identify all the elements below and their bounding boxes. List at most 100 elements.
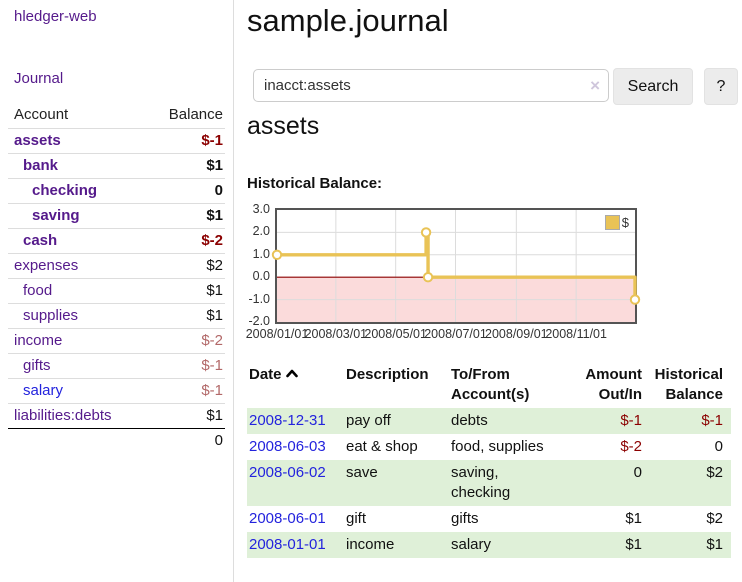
x-tick-label: 2008/07/01 (424, 327, 487, 341)
transaction-description: eat & shop (346, 438, 418, 455)
transaction-description: income (346, 536, 395, 553)
account-balance: $-1 (201, 357, 223, 374)
sort-up-icon (285, 369, 298, 378)
help-button[interactable]: ? (704, 68, 738, 105)
account-row: supplies $1 (8, 303, 225, 329)
account-balance: $1 (206, 282, 223, 299)
accounts-table-header: Account Balance (8, 100, 225, 129)
sidebar: hledger-web Journal Account Balance asse… (0, 0, 234, 582)
register-header-row: Date Description To/From Account(s) Amou… (247, 364, 731, 408)
register-row: 2008-12-31 pay off debts $-1 $-1 (247, 408, 731, 434)
transaction-amount: $1 (625, 510, 642, 527)
legend-label: $ (621, 215, 629, 230)
transaction-date-link[interactable]: 2008-12-31 (249, 412, 326, 429)
transaction-amount: $1 (625, 536, 642, 553)
account-row: salary $-1 (8, 378, 225, 404)
x-tick-label: 2008/01/01 (245, 327, 309, 341)
transaction-date-link[interactable]: 2008-06-01 (249, 510, 326, 527)
transaction-description: pay off (346, 412, 391, 429)
legend-swatch-icon (604, 215, 620, 230)
account-row: food $1 (8, 278, 225, 304)
transaction-balance: 0 (714, 438, 723, 455)
transaction-description: gift (346, 510, 367, 527)
y-tick-label: 1.0 (252, 246, 270, 261)
y-tick-label: 0.0 (252, 269, 270, 284)
account-row: bank $1 (8, 153, 225, 179)
accounts-header-account: Account (14, 106, 69, 123)
clear-search-icon[interactable]: × (590, 75, 600, 95)
account-link[interactable]: assets (14, 132, 61, 149)
account-link[interactable]: food (23, 282, 53, 299)
transaction-description: save (346, 464, 378, 481)
transaction-amount: $-2 (620, 438, 642, 455)
search-input[interactable] (253, 69, 609, 102)
account-balance: $1 (206, 157, 223, 174)
account-heading: assets (247, 112, 320, 140)
account-balance: $-1 (201, 132, 223, 149)
account-row: income $-2 (8, 328, 225, 354)
register-header-balance: Historical Balance (654, 366, 723, 403)
account-link[interactable]: checking (32, 182, 98, 199)
account-link[interactable]: cash (23, 232, 58, 249)
chart-canvas (271, 210, 641, 322)
historical-balance-label: Historical Balance: (247, 175, 383, 192)
accounts-total-row: 0 (8, 428, 225, 454)
register-table: Date Description To/From Account(s) Amou… (247, 364, 731, 558)
transaction-accounts: saving, checking (451, 464, 511, 501)
transaction-date-link[interactable]: 2008-01-01 (249, 536, 326, 553)
account-row: checking 0 (8, 178, 225, 204)
account-row: liabilities:debts $1 (8, 403, 225, 429)
account-link[interactable]: gifts (23, 357, 51, 374)
transaction-accounts: debts (451, 412, 488, 429)
transaction-accounts: food, supplies (451, 438, 544, 455)
transaction-accounts: salary (451, 536, 492, 553)
accounts-table: Account Balance assets $-1 bank $1 check… (8, 100, 225, 453)
account-balance: $1 (206, 207, 223, 224)
transaction-date-link[interactable]: 2008-06-03 (249, 438, 326, 455)
x-tick-label: 2008/09/01 (485, 327, 548, 341)
account-link[interactable]: income (14, 332, 63, 349)
y-tick-label: 2.0 (252, 224, 270, 239)
y-tick-label: -2.0 (248, 314, 270, 328)
register-header-date[interactable]: Date (247, 364, 344, 408)
account-link[interactable]: expenses (14, 257, 79, 274)
account-row: assets $-1 (8, 128, 225, 154)
account-balance: $-1 (201, 382, 223, 399)
search-form: × (253, 69, 609, 102)
account-row: cash $-2 (8, 228, 225, 254)
account-balance: $2 (206, 257, 223, 274)
register-row: 2008-01-01 income salary $1 $1 (247, 532, 731, 558)
accounts-header-balance: Balance (168, 106, 223, 123)
register-header-accounts: To/From Account(s) (451, 366, 530, 403)
account-balance: $1 (206, 407, 223, 424)
account-link[interactable]: bank (23, 157, 59, 174)
account-link[interactable]: supplies (23, 307, 79, 324)
transaction-amount: $-1 (620, 412, 642, 429)
transaction-date-link[interactable]: 2008-06-02 (249, 464, 326, 481)
transaction-balance: $2 (706, 464, 723, 481)
transaction-amount: 0 (633, 464, 642, 481)
chart-legend: $ (604, 215, 629, 230)
sidebar-item-journal[interactable]: Journal (14, 70, 64, 87)
register-row: 2008-06-02 save saving, checking 0 $2 (247, 460, 731, 506)
app-title-link[interactable]: hledger-web (14, 8, 97, 25)
register-row: 2008-06-01 gift gifts $1 $2 (247, 506, 731, 532)
accounts-total-balance: 0 (214, 432, 223, 449)
register-row: 2008-06-03 eat & shop food, supplies $-2… (247, 434, 731, 460)
account-balance: $-2 (201, 232, 223, 249)
account-balance: $-2 (201, 332, 223, 349)
account-balance: $1 (206, 307, 223, 324)
account-row: expenses $2 (8, 253, 225, 279)
account-link[interactable]: liabilities:debts (14, 407, 112, 424)
account-link[interactable]: salary (23, 382, 64, 399)
account-row: gifts $-1 (8, 353, 225, 379)
transaction-balance: $2 (706, 510, 723, 527)
search-button[interactable]: Search (613, 68, 693, 105)
account-link[interactable]: saving (32, 207, 80, 224)
chart-y-axis: 3.0 2.0 1.0 0.0 -1.0 -2.0 (228, 202, 270, 328)
x-tick-label: 2008/05/01 (364, 327, 427, 341)
transaction-balance: $-1 (701, 412, 723, 429)
y-tick-label: 3.0 (252, 202, 270, 216)
x-tick-label: 2008/03/01 (304, 327, 368, 341)
